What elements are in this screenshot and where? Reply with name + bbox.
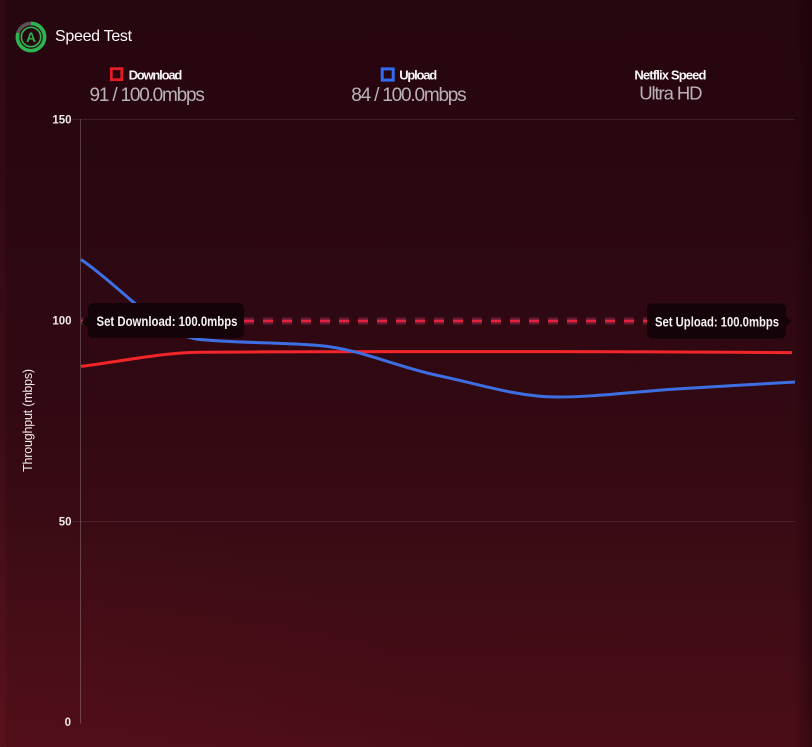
svg-text:Upload: Upload	[399, 68, 437, 83]
svg-text:Download: Download	[129, 68, 183, 83]
svg-text:Netflix Speed: Netflix Speed	[634, 68, 706, 83]
svg-text:Speed Test: Speed Test	[55, 28, 133, 45]
svg-text:Set Download: 100.0mbps: Set Download: 100.0mbps	[97, 313, 238, 329]
svg-text:A: A	[26, 30, 36, 45]
svg-text:Set Upload: 100.0mbps: Set Upload: 100.0mbps	[655, 314, 779, 330]
svg-text:100: 100	[52, 315, 71, 327]
svg-text:91 / 100.0mbps: 91 / 100.0mbps	[90, 85, 205, 106]
svg-text:150: 150	[52, 114, 71, 126]
svg-text:84 / 100.0mbps: 84 / 100.0mbps	[351, 85, 466, 106]
svg-text:Throughput (mbps): Throughput (mbps)	[21, 369, 35, 472]
svg-text:50: 50	[59, 517, 72, 529]
svg-text:Ultra HD: Ultra HD	[639, 82, 702, 103]
svg-text:0: 0	[65, 717, 71, 729]
